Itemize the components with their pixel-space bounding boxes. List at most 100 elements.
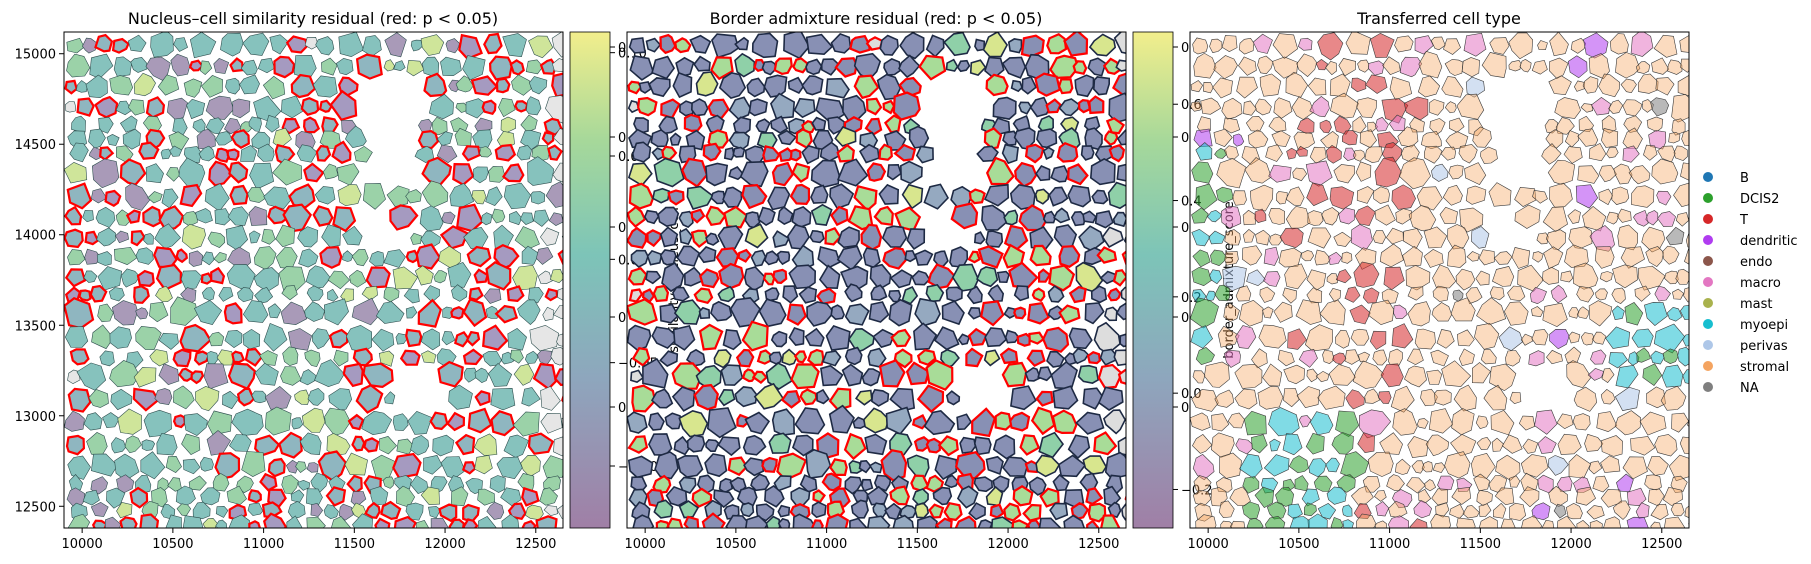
cell <box>287 500 306 520</box>
cell-significant <box>119 516 138 528</box>
cell-significant <box>1034 72 1062 97</box>
cell-significant <box>786 303 807 326</box>
cell-stromal <box>1423 145 1443 164</box>
cell <box>135 247 154 265</box>
cell <box>82 37 98 54</box>
cell-stromal <box>1293 131 1315 151</box>
cell-stromal <box>1637 73 1659 94</box>
cell <box>627 411 648 434</box>
cell-DCIS2 <box>1195 183 1218 211</box>
cell <box>95 206 116 228</box>
cell <box>500 116 517 134</box>
cell-stromal <box>1193 475 1212 493</box>
cell-T <box>1354 205 1376 227</box>
cell-macro <box>1645 210 1659 226</box>
cell <box>175 485 196 507</box>
cell-significant <box>312 205 334 227</box>
cell-significant <box>693 383 719 411</box>
cell <box>805 58 823 76</box>
cell-stromal <box>1333 164 1355 184</box>
cell-significant <box>691 487 713 508</box>
cell <box>69 142 89 163</box>
cell <box>552 58 563 73</box>
cell-significant <box>132 387 160 412</box>
cell-macro <box>1648 130 1667 150</box>
cell <box>906 228 926 250</box>
cell <box>525 504 544 521</box>
cell <box>382 476 395 489</box>
panel3-title: Transferred cell type <box>1356 9 1521 28</box>
cell <box>872 328 895 349</box>
cell-stromal <box>1635 61 1651 74</box>
cell-significant <box>627 267 648 286</box>
cell-significant <box>707 98 730 120</box>
cell-stromal <box>1509 502 1527 521</box>
cell <box>180 270 203 290</box>
cell <box>90 188 108 204</box>
cell-myoepi <box>1682 369 1689 384</box>
cell <box>949 246 969 268</box>
cell <box>216 349 234 366</box>
cell-DCIS2 <box>1624 302 1644 326</box>
cell-significant <box>1013 306 1027 320</box>
cell-stromal <box>1285 205 1311 230</box>
cell <box>1092 76 1110 96</box>
cell-significant <box>825 513 850 528</box>
cell-stromal <box>1429 118 1446 136</box>
cell-stromal <box>1628 165 1651 185</box>
cell-stromal <box>1304 324 1333 352</box>
cell-significant <box>355 384 384 414</box>
cell-stromal <box>1357 59 1370 73</box>
cell <box>420 486 440 506</box>
cell-stromal <box>1668 454 1689 482</box>
cell-stromal <box>1272 33 1299 60</box>
cell <box>327 270 351 290</box>
cell <box>693 55 711 72</box>
cell-stromal <box>1548 485 1568 507</box>
cell-T <box>1319 119 1332 134</box>
cell-NA <box>1650 97 1670 117</box>
cell <box>67 455 91 480</box>
cell-perivas <box>1465 76 1485 98</box>
y-tick-label: 15000 <box>15 48 56 63</box>
cell-stromal <box>1224 251 1239 266</box>
cell-stromal <box>1344 349 1360 365</box>
cell-myoepi <box>1605 326 1631 349</box>
cell <box>1080 145 1095 161</box>
cell <box>82 489 100 506</box>
cell-myoepi <box>1611 305 1625 321</box>
cell <box>168 131 190 151</box>
cell <box>770 330 788 348</box>
cell <box>305 265 331 289</box>
panel1-x-axis: 10000 10500 11000 11500 12000 12500 <box>61 528 556 552</box>
cell-significant <box>229 184 249 206</box>
cell <box>1050 165 1069 183</box>
cell <box>768 351 783 365</box>
cell-stromal <box>1283 388 1300 408</box>
cell <box>1087 57 1107 77</box>
cell-stromal <box>1356 186 1375 204</box>
cell <box>643 209 660 225</box>
panel3-frame <box>1189 31 1690 529</box>
cell-significant <box>543 117 563 136</box>
cell-significant <box>741 368 758 383</box>
cell-stromal <box>1650 521 1661 528</box>
cell <box>1119 333 1126 348</box>
cell-stromal <box>1476 297 1507 326</box>
cell <box>510 349 524 364</box>
cell <box>540 227 560 246</box>
cell <box>934 454 958 481</box>
cell <box>405 189 422 204</box>
cell-significant <box>551 72 563 98</box>
cell <box>225 77 240 95</box>
cell <box>1074 74 1095 98</box>
cell <box>720 364 744 386</box>
overlaid-tick-label: 0 <box>1181 311 1189 326</box>
cell-stromal <box>1651 57 1670 75</box>
cell <box>405 502 424 521</box>
cell-significant <box>175 248 188 264</box>
cell <box>1088 33 1117 57</box>
cell <box>438 245 462 270</box>
cell-stromal <box>1192 370 1206 384</box>
cell <box>198 145 215 162</box>
